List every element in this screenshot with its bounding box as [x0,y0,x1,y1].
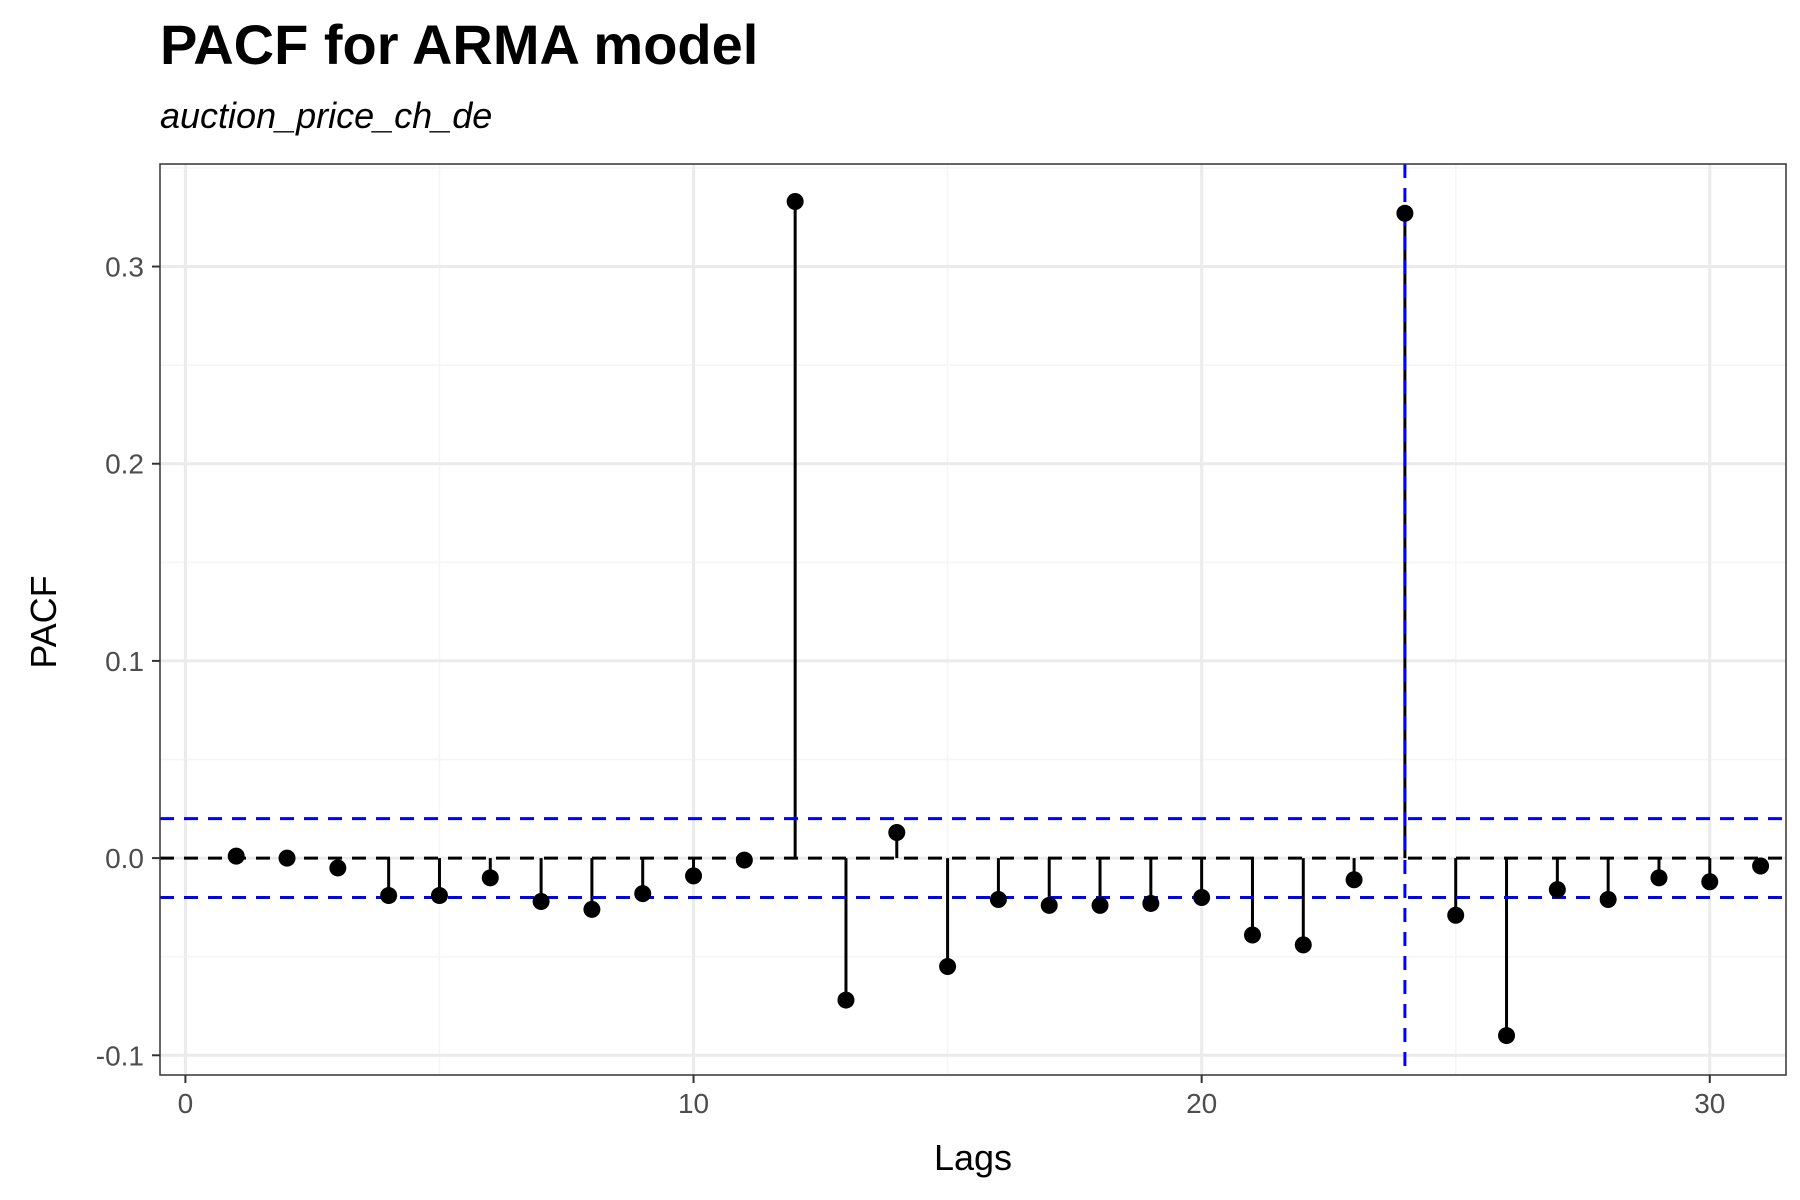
x-tick-label: 30 [1694,1088,1725,1119]
pacf-point [481,869,499,887]
pacf-point [837,991,855,1009]
pacf-point [634,885,652,903]
pacf-point [685,867,703,885]
pacf-point [1701,873,1719,891]
x-axis-title: Lags [934,1137,1012,1178]
pacf-point [380,887,398,905]
pacf-point [1599,891,1617,909]
pacf-point [1040,896,1058,914]
pacf-point [1752,857,1770,875]
pacf-point [1548,881,1566,899]
pacf-point [583,900,601,918]
pacf-point [1091,896,1109,914]
pacf-point [1294,936,1312,954]
y-axis-title: PACF [23,575,64,668]
y-tick-label: 0.1 [105,646,144,677]
pacf-point [1345,871,1363,889]
x-tick-label: 0 [178,1088,194,1119]
pacf-point [227,847,245,865]
pacf-point [532,892,550,910]
y-tick-label: 0.3 [105,252,144,283]
pacf-point [329,859,347,877]
y-tick-label: 0.0 [105,843,144,874]
pacf-point [1396,204,1414,222]
x-tick-label: 10 [678,1088,709,1119]
x-tick-label: 20 [1186,1088,1217,1119]
pacf-point [786,192,804,210]
pacf-point [1447,906,1465,924]
chart-title: PACF for ARMA model [160,13,758,76]
chart-subtitle: auction_price_ch_de [160,95,492,136]
pacf-point [1193,889,1211,907]
pacf-point [1650,869,1668,887]
y-tick-label: 0.2 [105,449,144,480]
pacf-point [430,887,448,905]
pacf-point [1498,1027,1516,1045]
y-tick-label: -0.1 [96,1040,144,1071]
pacf-point [939,958,957,976]
pacf-point [1142,894,1160,912]
pacf-point [888,823,906,841]
pacf-point [735,851,753,869]
panel-border [159,163,1787,1076]
pacf-point [989,891,1007,909]
pacf-point [1243,926,1261,944]
plot-area: 0 10 20 30 -0.1 0.0 0.1 0.2 0.3 [96,163,1787,1119]
pacf-point [278,849,296,867]
